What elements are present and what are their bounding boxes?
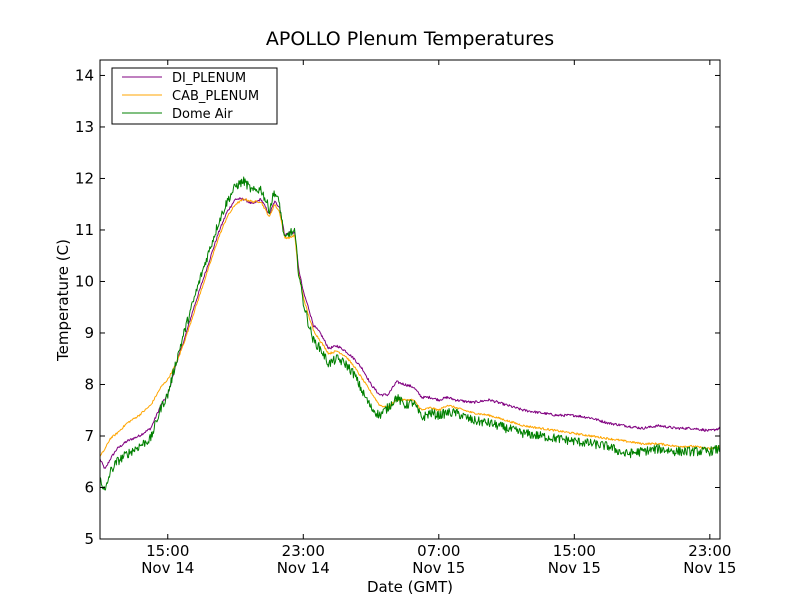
chart-title: APOLLO Plenum Temperatures [266,28,554,50]
y-tick-label: 13 [75,118,94,136]
x-tick-date-label: Nov 14 [277,559,330,577]
x-tick-time-label: 23:00 [688,542,731,560]
x-axis-title: Date (GMT) [367,578,453,596]
legend-label-cab-plenum: CAB_PLENUM [172,89,259,104]
series-line-dome-air [99,176,721,491]
x-tick-time-label: 15:00 [553,542,596,560]
x-tick-date-label: Nov 15 [683,559,736,577]
y-axis-title: Temperature (C) [54,239,72,362]
y-tick-label: 12 [75,169,94,187]
x-tick-time-label: 15:00 [146,542,189,560]
y-tick-label: 7 [84,427,94,445]
x-tick-time-label: 23:00 [282,542,325,560]
x-tick-date-label: Nov 15 [548,559,601,577]
x-tick-time-label: 07:00 [417,542,460,560]
series-line-di-plenum [99,197,721,469]
legend: DI_PLENUM CAB_PLENUM Dome Air [111,67,278,125]
plot-frame [99,59,721,540]
y-tick-label: 6 [84,478,94,496]
legend-label-dome-air: Dome Air [172,107,233,122]
y-tick-label: 14 [75,66,94,84]
y-tick-label: 10 [75,272,94,290]
legend-label-di-plenum: DI_PLENUM [172,71,246,86]
x-tick-date-label: Nov 15 [412,559,465,577]
y-tick-label: 9 [84,324,94,342]
series-layer [99,176,721,491]
y-tick-label: 11 [75,221,94,239]
y-tick-label: 8 [84,375,94,393]
x-tick-date-label: Nov 14 [141,559,194,577]
y-tick-label: 5 [84,530,94,548]
